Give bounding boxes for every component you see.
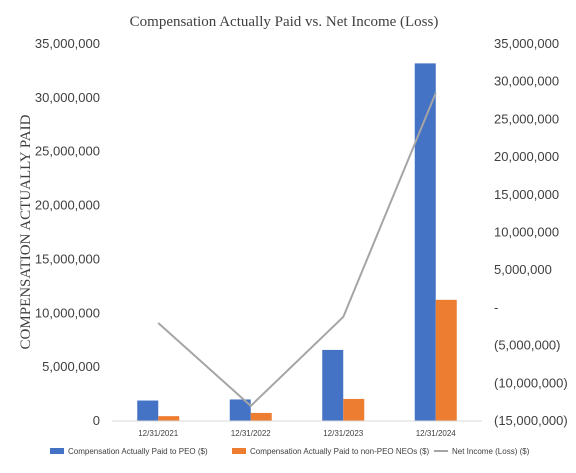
legend: Compensation Actually Paid to PEO ($) Com… [50,447,530,456]
category-label: 12/31/2021 [138,429,179,438]
bar [250,412,272,421]
net-income-line [157,92,437,407]
category-label: 12/31/2023 [323,429,364,438]
category-label: 12/31/2024 [416,429,457,438]
left-tick-label: 20,000,000 [35,198,100,213]
legend-label: Compensation Actually Paid to PEO ($) [68,447,208,456]
bar [229,399,251,421]
bar [414,63,436,421]
legend-label: Net Income (Loss) ($) [452,447,530,456]
left-tick-label: 25,000,000 [35,144,100,159]
bar [343,398,365,421]
right-tick-label: 20,000,000 [494,149,559,164]
left-tick-label: 35,000,000 [35,36,100,51]
right-axis-ticks: (15,000,000) (10,000,000) (5,000,000) - 5,00… [494,36,568,428]
right-tick-label: 5,000,000 [494,262,552,277]
chart-title: Compensation Actually Paid vs. Net Incom… [130,14,439,30]
right-tick-label: 35,000,000 [494,36,559,51]
y-axis-label: COMPENSATION ACTUALLY PAID [18,114,34,349]
bar [158,416,180,421]
left-axis-ticks: 0 5,000,000 10,000,000 15,000,000 20,000,000… [35,36,100,428]
left-tick-label: 30,000,000 [35,90,100,105]
right-tick-label: 15,000,000 [494,187,559,202]
legend-swatch [50,448,64,454]
legend-label: Compensation Actually Paid to non-PEO NE… [250,447,430,456]
right-tick-label: 30,000,000 [494,74,559,89]
right-tick-label: (15,000,000) [494,413,568,428]
bars-group [137,63,457,421]
net-income-line-group [157,92,437,407]
left-tick-label: 15,000,000 [35,251,100,266]
right-tick-label: - [494,300,498,315]
left-tick-label: 0 [93,413,100,428]
bar [322,349,344,421]
right-tick-label: (10,000,000) [494,375,568,390]
right-tick-label: 25,000,000 [494,111,559,126]
category-label: 12/31/2022 [231,429,272,438]
right-tick-label: 10,000,000 [494,225,559,240]
left-tick-label: 10,000,000 [35,305,100,320]
legend-swatch [232,448,246,454]
bar [435,299,457,421]
category-labels: 12/31/2021 12/31/2022 12/31/2023 12/31/2024 [138,429,456,438]
right-tick-label: (5,000,000) [494,338,561,353]
left-tick-label: 5,000,000 [42,359,100,374]
bar [137,400,159,421]
